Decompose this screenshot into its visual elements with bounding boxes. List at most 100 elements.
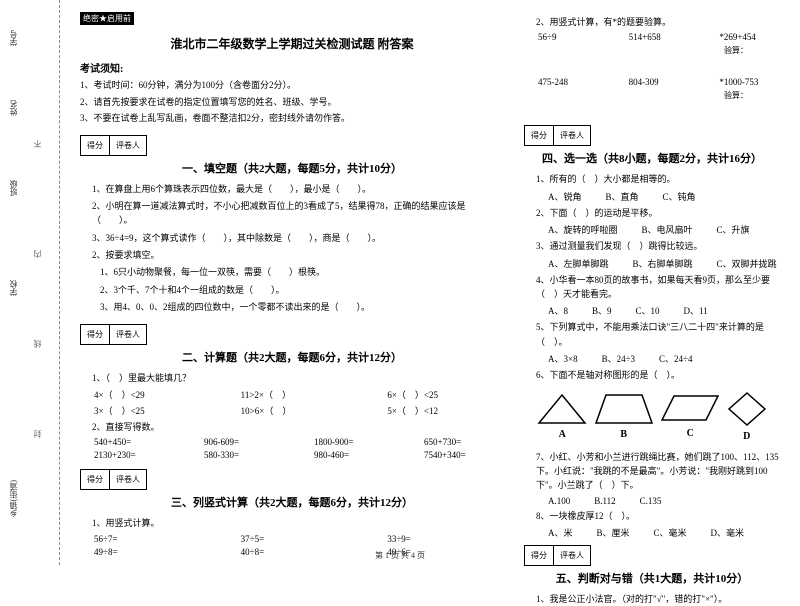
calc-cell: 6×（ ）<25 xyxy=(387,388,504,401)
triangle-icon xyxy=(537,393,587,425)
grader-label: 评卷人 xyxy=(110,325,146,344)
question: 8、一块橡皮厚12（ ）。 xyxy=(536,509,780,523)
seal-label: 绝密★启用前 xyxy=(80,12,134,25)
option: B、直角 xyxy=(606,190,639,203)
calc-cell: 37÷5= xyxy=(241,534,358,544)
option: C.135 xyxy=(640,496,662,506)
calc-cell: 10>6×（ ） xyxy=(241,404,358,417)
calc-cell: 2130+230= xyxy=(94,450,174,460)
option: B、24÷3 xyxy=(602,352,635,365)
question: 6、下面不是轴对称图形的是（ ）。 xyxy=(536,368,780,382)
option: B、厘米 xyxy=(597,526,630,539)
trapezoid-icon xyxy=(594,393,654,425)
calc-cell: 11>2×（ ） xyxy=(241,388,358,401)
binding-label: 班级 xyxy=(8,180,19,196)
option: B、9 xyxy=(592,304,612,317)
question: 1、所有的（ ）大小都是相等的。 xyxy=(536,172,780,186)
section-heading: 二、计算题（共2大题，每题6分，共计12分） xyxy=(80,349,504,365)
calc-cell: *269+454 xyxy=(719,32,780,42)
option-row: A、旋转的呼啦圈 B、电风扇叶 C、升旗 xyxy=(548,223,780,236)
question: 1、在算盘上用6个算珠表示四位数，最大是（ ），最小是（ ）。 xyxy=(92,182,504,196)
calc-cell: 3×（ ）<25 xyxy=(94,404,211,417)
question: 2、3个千、7个十和4个一组成的数是（ ）。 xyxy=(100,283,504,297)
score-box: 得分 评卷人 xyxy=(80,469,147,490)
option: C、24÷4 xyxy=(659,352,692,365)
option: B、右脚单脚跳 xyxy=(633,257,693,270)
binding-column: 学号 姓名 班级 学校 乡镇(街道) 不 内 线 封 xyxy=(0,0,60,565)
question: 4、小华看一本80页的故事书，如果每天看9页，那么至少要（ ）天才能看完。 xyxy=(536,273,780,302)
binding-mark: 封 xyxy=(32,430,43,438)
option: C、毫米 xyxy=(654,526,687,539)
question: 3、通过测量我们发现（ ）跳得比较远。 xyxy=(536,239,780,253)
notice-heading: 考试须知: xyxy=(80,60,504,75)
question: 1、我是公正小法官。（对的打"√"，错的打"×"）。 xyxy=(536,592,780,606)
option: D、11 xyxy=(684,304,708,317)
calc-cell: 980-460= xyxy=(314,450,394,460)
calc-cell: 7540+340= xyxy=(424,450,504,460)
question: 1、用竖式计算。 xyxy=(92,516,504,530)
notice-item: 1、考试时间：60分钟，满分为100分（含卷面分2分）。 xyxy=(80,79,504,93)
diamond-icon xyxy=(727,391,767,427)
option: A、米 xyxy=(548,526,573,539)
calc-cell: 540+450= xyxy=(94,437,174,447)
option: B.112 xyxy=(594,496,615,506)
grader-label: 评卷人 xyxy=(554,126,590,145)
binding-label: 姓名 xyxy=(8,100,19,116)
shape-diamond: D xyxy=(727,391,767,442)
notice-item: 3、不要在试卷上乱写乱画，卷面不整洁扣2分，密封线外请勿作答。 xyxy=(80,112,504,126)
question: 2、下面（ ）的运动是平移。 xyxy=(536,206,780,220)
shape-triangle: A xyxy=(537,393,587,440)
binding-mark: 线 xyxy=(32,340,43,348)
shape-label: B xyxy=(594,429,654,440)
calc-row: 3×（ ）<25 10>6×（ ） 5×（ ）<12 xyxy=(94,404,504,417)
shape-label: D xyxy=(727,431,767,442)
score-label: 得分 xyxy=(81,470,110,489)
question: 7、小红、小芳和小兰进行跳绳比赛，她们跳了100、112、135下。小红说："我… xyxy=(536,450,780,493)
option: D、毫米 xyxy=(711,526,745,539)
calc-cell: 56÷7= xyxy=(94,534,211,544)
calc-cell: 33÷9= xyxy=(387,534,504,544)
calc-cell: 650+730= xyxy=(424,437,504,447)
calc-cell: 4×（ ）<29 xyxy=(94,388,211,401)
question: 5、下列算式中，不能用乘法口诀"三八二十四"来计算的是（ ）。 xyxy=(536,320,780,349)
option: A、3×8 xyxy=(548,352,578,365)
calc-cell: 580-330= xyxy=(204,450,284,460)
shape-label: A xyxy=(537,429,587,440)
score-box: 得分 评卷人 xyxy=(524,125,591,146)
grader-label: 评卷人 xyxy=(110,136,146,155)
left-column: 绝密★启用前 淮北市二年级数学上学期过关检测试题 附答案 考试须知: 1、考试时… xyxy=(70,12,514,559)
question: 3、36÷4=9，这个算式读作（ ），其中除数是（ ），商是（ ）。 xyxy=(92,231,504,245)
question: 2、小明在算一道减法算式时，不小心把减数百位上的3看成了5，结果得78，正确的结… xyxy=(92,199,504,228)
exam-page: 学号 姓名 班级 学校 乡镇(街道) 不 内 线 封 绝密★启用前 淮北市二年级… xyxy=(0,0,800,565)
binding-mark: 内 xyxy=(32,250,43,258)
option: C、升旗 xyxy=(717,223,750,236)
shape-label: C xyxy=(660,428,720,439)
option: A、8 xyxy=(548,304,568,317)
right-column: 2、用竖式计算，有*的题要验算。 56÷9 514+658 *269+454 验… xyxy=(514,12,790,559)
exam-title: 淮北市二年级数学上学期过关检测试题 附答案 xyxy=(80,35,504,52)
calc-row: 540+450= 906-609= 1800-900= 650+730= xyxy=(94,437,504,447)
question: 2、用竖式计算，有*的题要验算。 xyxy=(536,15,780,29)
shape-parallelogram: C xyxy=(660,394,720,439)
main-content: 绝密★启用前 淮北市二年级数学上学期过关检测试题 附答案 考试须知: 1、考试时… xyxy=(60,0,800,565)
section-heading: 五、判断对与错（共1大题，共计10分） xyxy=(524,570,780,586)
question: 1、（ ）里最大能填几？ xyxy=(92,371,504,385)
score-label: 得分 xyxy=(81,325,110,344)
option: C、钝角 xyxy=(663,190,696,203)
notice-item: 2、请首先按要求在试卷的指定位置填写您的姓名、班级、学号。 xyxy=(80,96,504,110)
section-heading: 一、填空题（共2大题，每题5分，共计10分） xyxy=(80,160,504,176)
option-row: A、3×8 B、24÷3 C、24÷4 xyxy=(548,352,780,365)
calc-row: 4×（ ）<29 11>2×（ ） 6×（ ）<25 xyxy=(94,388,504,401)
calc-row: 56÷9 514+658 *269+454 xyxy=(538,32,780,42)
binding-label: 学校 xyxy=(8,280,19,296)
option-row: A、米 B、厘米 C、毫米 D、毫米 xyxy=(548,526,780,539)
parallelogram-icon xyxy=(660,394,720,424)
binding-mark: 不 xyxy=(32,140,43,148)
calc-cell: 514+658 xyxy=(629,32,690,42)
option: C、双脚并拢跳 xyxy=(717,257,777,270)
option: B、电风扇叶 xyxy=(642,223,693,236)
question: 2、直接写得数。 xyxy=(92,420,504,434)
option-row: A、左脚单脚跳 B、右脚单脚跳 C、双脚并拢跳 xyxy=(548,257,780,270)
calc-cell: 804-309 xyxy=(629,77,690,87)
shape-trapezoid: B xyxy=(594,393,654,440)
